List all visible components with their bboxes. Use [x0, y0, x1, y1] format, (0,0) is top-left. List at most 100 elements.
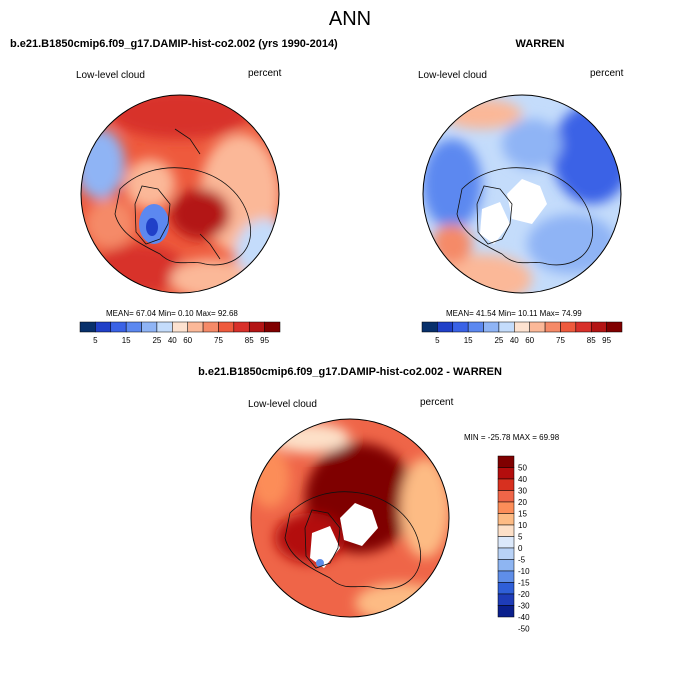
- colorbar-left-swatch: [141, 321, 158, 333]
- colorbar-diff-tick-label: 20: [518, 498, 527, 507]
- colorbar-right-swatch: [483, 321, 500, 333]
- panel-left-stats: MEAN= 67.04 Min= 0.10 Max= 92.68: [106, 309, 238, 318]
- colorbar-diff-swatch: [497, 582, 515, 595]
- colorbar-right-tick-label: 15: [464, 336, 473, 345]
- map-right-patch: [502, 119, 562, 169]
- map-diff-missing-region: [310, 526, 340, 568]
- colorbar-left-swatch: [156, 321, 173, 333]
- map-diff-missing-region: [340, 503, 378, 546]
- colorbar-diff-tick-label: -40: [518, 613, 530, 622]
- map-right-greenland: [476, 185, 513, 245]
- map-left: [80, 94, 280, 294]
- map-left-coastline: [174, 128, 221, 260]
- colorbar-diff-tick-label: -5: [518, 556, 526, 565]
- map-right-missing-region: [480, 202, 510, 244]
- colorbar-diff-swatch: [497, 501, 515, 514]
- map-diff-border: [250, 418, 450, 618]
- colorbar-diff-tick-label: 30: [518, 487, 527, 496]
- map-right: [422, 94, 622, 294]
- colorbar-diff-swatch: [497, 478, 515, 491]
- colorbar-right-tick-label: 85: [587, 336, 596, 345]
- colorbar-diff-tick-label: -30: [518, 602, 530, 611]
- map-diff: [250, 418, 450, 618]
- colorbar-right-swatch: [467, 321, 484, 333]
- colorbar-right-swatch: [575, 321, 592, 333]
- colorbar-diff-swatch: [497, 524, 515, 537]
- panel-right-units-label: percent: [590, 68, 624, 79]
- colorbar-left-swatch: [264, 321, 281, 333]
- map-left-coastline: [114, 167, 252, 266]
- colorbar-left-swatch: [79, 321, 96, 333]
- colorbar-left-tick-label: 60: [183, 336, 192, 345]
- colorbar-diff-tick-label: 15: [518, 510, 527, 519]
- colorbar-left-swatch: [248, 321, 265, 333]
- map-left-greenland: [134, 185, 171, 245]
- colorbar-left-swatch: [202, 321, 219, 333]
- colorbar-diff-swatch: [497, 593, 515, 606]
- map-diff-patch: [251, 448, 290, 508]
- colorbar-right-tick-label: 75: [556, 336, 565, 345]
- figure-title: ANN: [328, 8, 372, 30]
- map-diff-patch: [316, 559, 324, 567]
- colorbar-right-swatch: [606, 321, 623, 333]
- colorbar-right-swatch: [514, 321, 530, 333]
- colorbar-diff-tick-label: -50: [518, 625, 530, 634]
- colorbar-diff-tick-label: -20: [518, 590, 530, 599]
- colorbar-left-tick-label: 40: [168, 336, 177, 345]
- colorbar-left-tick-label: 25: [152, 336, 161, 345]
- colorbar-left-tick-label: 15: [122, 336, 131, 345]
- colorbar-diff-tick-label: 50: [518, 464, 527, 473]
- colorbar-diff-swatch: [497, 605, 515, 618]
- map-right-patch: [423, 139, 482, 229]
- colorbar-right-swatch: [498, 321, 515, 333]
- colorbar-diff-swatch: [497, 455, 515, 468]
- panel-diff-stats: MIN = -25.78 MAX = 69.98: [464, 433, 560, 442]
- map-left-patch: [110, 95, 250, 139]
- map-left-patch: [235, 219, 279, 289]
- colorbar-right-swatch: [590, 321, 607, 333]
- panel-left-variable-label: Low-level cloud: [76, 70, 145, 81]
- colorbar-diff-tick-label: 0: [518, 544, 523, 553]
- panel-left-units-label: percent: [248, 68, 282, 79]
- colorbar-diff-swatch: [497, 467, 515, 480]
- colorbar-diff-swatch: [497, 513, 515, 526]
- map-diff-coastline: [284, 491, 422, 590]
- colorbar-left-swatch: [187, 321, 204, 333]
- panel-diff-title: b.e21.B1850cmip6.f09_g17.DAMIP-hist-co2.…: [198, 366, 502, 378]
- map-right-patch: [432, 254, 532, 293]
- colorbar-right-swatch: [452, 321, 469, 333]
- colorbar-diff-tick-label: -10: [518, 567, 530, 576]
- colorbar-diff-tick-label: -15: [518, 579, 530, 588]
- colorbar-left-tick-label: 85: [245, 336, 254, 345]
- panel-right-stats: MEAN= 41.54 Min= 10.11 Max= 74.99: [446, 309, 582, 318]
- colorbar-right: 5 15 25 40 60 75 85 95: [421, 321, 623, 345]
- colorbar-right-swatch: [421, 321, 438, 333]
- colorbar-diff-swatch: [497, 570, 515, 583]
- map-left-patch: [81, 129, 125, 199]
- map-left-patch: [85, 199, 135, 249]
- panel-right-title: WARREN: [515, 38, 565, 50]
- colorbar-left-swatch: [110, 321, 127, 333]
- map-right-patch: [527, 214, 617, 274]
- colorbar-diff-swatch: [497, 559, 515, 572]
- colorbar-right-tick-label: 5: [435, 336, 440, 345]
- colorbar-left-swatch: [233, 321, 250, 333]
- colorbar-right-tick-label: 40: [510, 336, 519, 345]
- colorbar-left-swatch: [125, 321, 142, 333]
- map-left-patch: [170, 189, 230, 239]
- colorbar-diff-swatch: [497, 536, 515, 549]
- map-left-patch: [95, 244, 185, 293]
- map-left-border: [80, 94, 280, 294]
- panel-right-variable-label: Low-level cloud: [418, 70, 487, 81]
- colorbar-right-swatch: [529, 321, 546, 333]
- colorbar-right-tick-label: 60: [525, 336, 534, 345]
- panel-diff-variable-label: Low-level cloud: [248, 399, 317, 410]
- colorbar-diff-tick-label: 5: [518, 533, 523, 542]
- colorbar-left-swatch: [172, 321, 188, 333]
- map-right-missing-region: [507, 179, 547, 224]
- colorbar-diff-swatch: [497, 547, 515, 560]
- map-diff-patch: [400, 458, 449, 558]
- colorbar-right-swatch: [437, 321, 454, 333]
- colorbar-right-tick-label: 25: [494, 336, 503, 345]
